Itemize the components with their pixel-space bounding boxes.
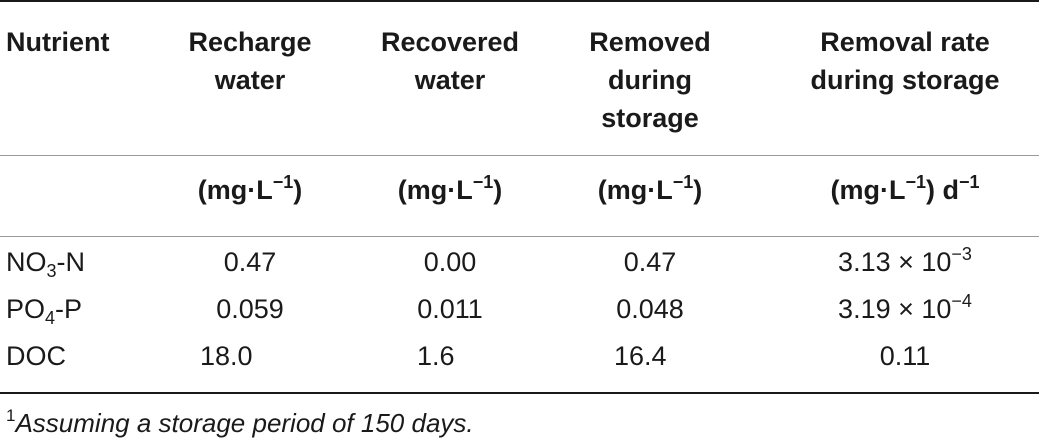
unit-tail: ) <box>693 175 703 205</box>
unit-removal-rate: (mg·L−1) d−1 <box>780 171 1030 209</box>
table-footnote: 1Assuming a storage period of 150 days. <box>6 404 474 442</box>
header-removal-rate-line-1: Removal rate <box>820 27 990 57</box>
row-removal-rate-value: 3.19 × 10−4 <box>838 291 972 324</box>
table-bottom-rule <box>0 392 1039 394</box>
header-recovered-water-line-1: Recovered <box>380 27 520 57</box>
header-removed-line-2: during <box>608 65 692 95</box>
row-nutrient-name: PO4-P <box>6 294 83 328</box>
unit-removed-during-storage: (mg·L−1) <box>560 171 740 209</box>
unit-tail: ) d <box>925 175 959 205</box>
table-top-rule <box>0 0 1039 2</box>
unit-recovered-water: (mg·L−1) <box>360 171 540 209</box>
header-nutrient-line-1: Nutrient <box>6 27 110 57</box>
unit-base: (mg·L <box>830 175 906 205</box>
row-recovered-value: 0.00 <box>423 247 477 277</box>
row-recovered-value: 1.6 <box>417 341 455 371</box>
row-removal-rate-value: 0.11 <box>879 341 931 371</box>
header-recharge-water-line-2: water <box>214 65 286 95</box>
header-recharge-water: Recharge water <box>160 23 340 99</box>
unit-exponent-2: −1 <box>958 172 980 192</box>
unit-exponent: −1 <box>472 172 494 192</box>
footnote-text: Assuming a storage period of 150 days. <box>15 408 474 438</box>
row-removed-value: 16.4 <box>614 341 667 371</box>
row-recharge-value: 18.0 <box>200 341 253 371</box>
header-recovered-water: Recovered water <box>360 23 540 99</box>
units-divider-rule <box>0 236 1039 237</box>
header-removed-during-storage: Removed during storage <box>560 23 740 137</box>
header-removal-rate-line-2: during storage <box>810 65 1000 95</box>
row-removal-rate-value: 3.13 × 10−3 <box>838 244 972 277</box>
unit-tail: ) <box>293 175 303 205</box>
row-removed-value: 0.048 <box>616 294 684 324</box>
row-recharge-value: 0.059 <box>216 294 284 324</box>
header-removed-line-1: Removed <box>589 27 711 57</box>
unit-exponent: −1 <box>905 172 926 192</box>
header-recharge-water-line-1: Recharge <box>188 27 312 57</box>
unit-base: (mg·L <box>397 175 473 205</box>
unit-tail: ) <box>493 175 503 205</box>
unit-base: (mg·L <box>197 175 273 205</box>
footnote-marker: 1 <box>6 406 16 425</box>
row-recharge-value: 0.47 <box>223 247 277 277</box>
row-recovered-value: 0.011 <box>417 294 483 324</box>
header-removal-rate: Removal rate during storage <box>780 23 1030 99</box>
header-divider-rule <box>0 155 1039 156</box>
unit-exponent: −1 <box>672 172 694 192</box>
header-removed-line-3: storage <box>601 103 699 133</box>
row-nutrient-name: DOC <box>6 341 66 371</box>
header-nutrient: Nutrient <box>6 23 110 61</box>
unit-base: (mg·L <box>597 175 673 205</box>
unit-recharge-water: (mg·L−1) <box>160 171 340 209</box>
header-recovered-water-line-2: water <box>414 65 486 95</box>
row-nutrient-name: NO3-N <box>6 247 86 281</box>
unit-exponent: −1 <box>272 172 294 192</box>
row-removed-value: 0.47 <box>623 247 677 277</box>
